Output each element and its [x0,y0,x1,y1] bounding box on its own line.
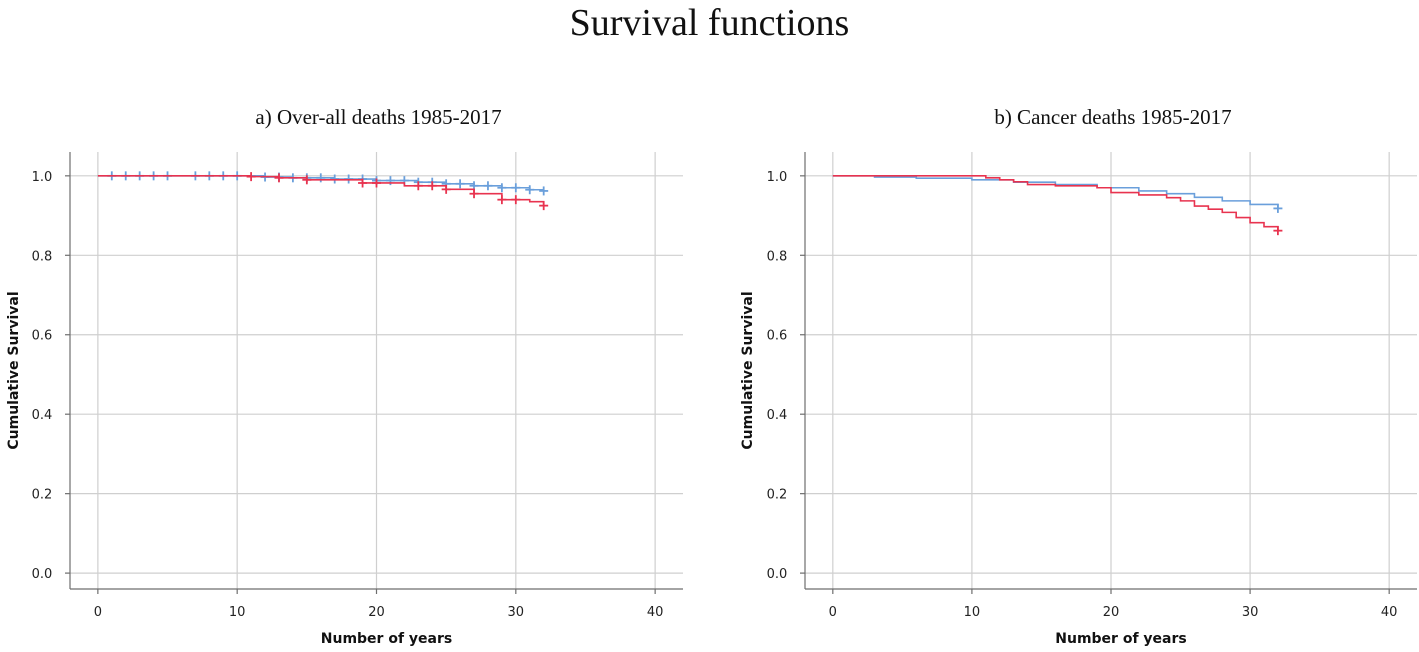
censor-mark-series-1 [483,181,493,191]
panel-title: b) Cancer deaths 1985-2017 [994,105,1231,129]
censor-mark-series-2 [302,175,312,185]
survival-line-series-1 [832,175,1279,209]
censor-mark-series-1 [525,185,535,195]
survival-line-series-2 [97,175,545,206]
y-tick-label: 0.8 [767,249,788,264]
survival-line-series-2 [832,175,1279,231]
censor-mark-series-1 [316,173,326,183]
censor-mark-series-1 [497,183,507,193]
censor-mark-series-2 [1273,226,1283,236]
x-tick-label: 10 [229,605,246,620]
x-axis-label: Number of years [321,631,452,647]
censor-mark-series-2 [427,181,437,191]
x-tick-label: 10 [964,605,981,620]
censor-mark-series-1 [455,179,465,189]
y-tick-label: 0.2 [767,488,788,503]
censor-mark-series-2 [246,172,256,182]
x-tick-label: 40 [647,605,664,620]
panel-cancer-deaths: b) Cancer deaths 1985-2017 0.0 0.2 0.4 0.6 0.… [740,105,1417,647]
censor-mark-series-2 [358,178,368,188]
x-tick-label: 30 [1242,605,1259,620]
panel-overall-deaths: a) Over-all deaths 1985-2017 0.0 0.2 0.4 0.6… [6,105,683,647]
x-tick-label: 0 [829,605,837,620]
panel-title: a) Over-all deaths 1985-2017 [255,105,501,129]
x-tick-label: 0 [94,605,102,620]
y-axis-label: Cumulative Survival [740,291,756,449]
y-tick-label: 0.4 [767,408,788,423]
censor-mark-series-2 [511,195,521,205]
censor-mark-series-2 [413,181,423,191]
censor-mark-series-1 [1273,203,1283,213]
x-tick-label: 30 [508,605,525,620]
y-tick-label: 1.0 [32,170,53,185]
figure-title: Survival functions [569,2,850,44]
y-tick-label: 0.2 [32,488,53,503]
x-axis-label: Number of years [1055,631,1186,647]
y-tick-label: 0.6 [767,329,788,344]
y-tick-label: 0.4 [32,408,53,423]
censor-mark-series-2 [441,184,451,194]
censor-mark-series-2 [274,173,284,183]
y-axis-label: Cumulative Survival [6,291,22,449]
censor-mark-series-1 [539,186,549,196]
censor-mark-series-1 [511,183,521,193]
censor-mark-series-2 [497,195,507,205]
y-tick-label: 0.6 [32,329,53,344]
x-tick-label: 20 [368,605,385,620]
y-tick-label: 1.0 [767,170,788,185]
y-tick-label: 0.8 [32,249,53,264]
censor-mark-series-2 [372,178,381,188]
y-tick-label: 0.0 [767,567,788,582]
censor-mark-series-2 [539,201,549,211]
x-tick-label: 40 [1381,605,1398,620]
censor-mark-series-2 [469,189,479,199]
x-tick-label: 20 [1103,605,1120,620]
y-tick-label: 0.0 [32,567,53,582]
